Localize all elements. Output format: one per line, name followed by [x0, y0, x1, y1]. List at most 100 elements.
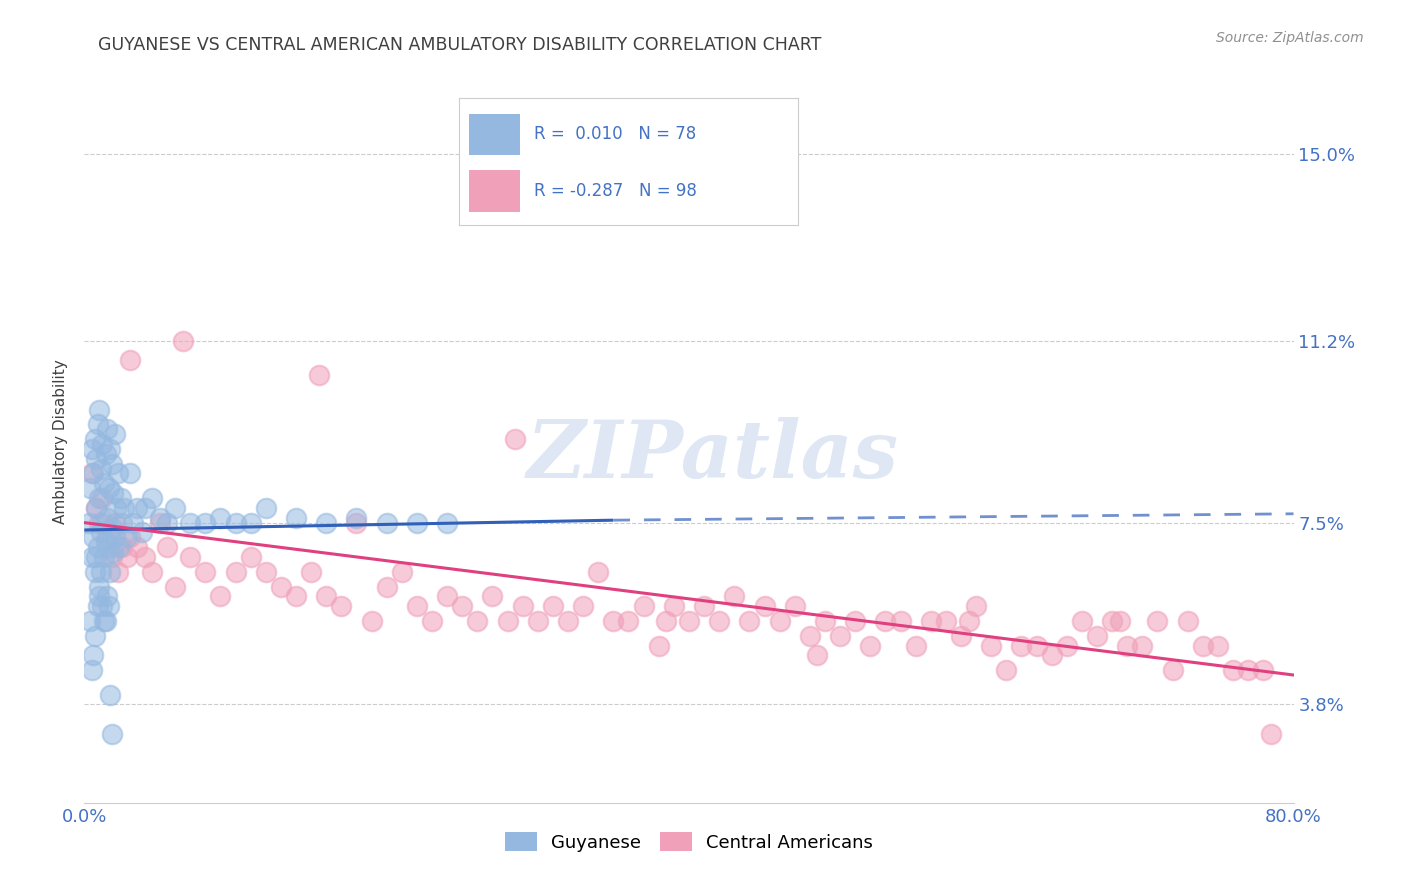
Point [375, 516, 398, 530]
Point [141, 491, 163, 505]
Point [98, 442, 121, 456]
Point [134, 500, 156, 515]
Point [617, 614, 640, 628]
Text: Source: ZipAtlas.com: Source: ZipAtlas.com [1216, 31, 1364, 45]
Point [118, 353, 141, 368]
Point [149, 510, 172, 524]
Y-axis label: Ambulatory Disability: Ambulatory Disability [53, 359, 69, 524]
Text: ZIPatlas: ZIPatlas [527, 417, 900, 495]
Point [98, 688, 121, 702]
Point [254, 565, 277, 579]
Point [875, 614, 897, 628]
Point [91, 599, 114, 614]
Point [89, 580, 111, 594]
Point [1192, 639, 1215, 653]
Point [239, 549, 262, 564]
Point [436, 516, 458, 530]
Point [285, 510, 308, 524]
Point [1056, 639, 1078, 653]
Point [91, 516, 114, 530]
Point [557, 614, 579, 628]
Point [84, 629, 107, 643]
Point [118, 467, 141, 481]
Point [225, 565, 247, 579]
Point [172, 334, 194, 348]
Point [97, 481, 120, 495]
Point [100, 520, 122, 534]
Point [254, 500, 277, 515]
Point [209, 510, 232, 524]
Point [110, 491, 132, 505]
Point [1101, 614, 1123, 628]
Point [93, 476, 115, 491]
Point [769, 614, 792, 628]
Point [806, 648, 828, 663]
Point [100, 457, 122, 471]
Point [94, 614, 117, 628]
Point [93, 614, 115, 628]
Point [104, 516, 127, 530]
Point [156, 540, 179, 554]
Point [112, 500, 135, 515]
Point [96, 422, 118, 436]
Point [308, 368, 330, 383]
Point [82, 530, 104, 544]
Point [89, 516, 111, 530]
Point [572, 599, 595, 614]
Point [346, 516, 368, 530]
Point [799, 629, 821, 643]
Point [86, 549, 108, 564]
Point [1177, 614, 1199, 628]
Point [980, 639, 1002, 653]
Point [80, 663, 103, 677]
Point [127, 540, 149, 554]
Point [723, 590, 745, 604]
Point [141, 565, 163, 579]
Point [648, 639, 671, 653]
Point [406, 516, 429, 530]
Point [107, 467, 129, 481]
Point [108, 540, 131, 554]
Point [588, 565, 610, 579]
Point [194, 565, 217, 579]
Point [957, 614, 980, 628]
Text: GUYANESE VS CENTRAL AMERICAN AMBULATORY DISABILITY CORRELATION CHART: GUYANESE VS CENTRAL AMERICAN AMBULATORY … [98, 36, 821, 54]
Point [86, 451, 108, 466]
Point [90, 565, 112, 579]
Point [1237, 663, 1260, 677]
Point [82, 648, 104, 663]
Point [149, 516, 172, 530]
Point [121, 516, 143, 530]
Point [451, 599, 474, 614]
Point [1206, 639, 1229, 653]
Point [1146, 614, 1168, 628]
Point [225, 516, 247, 530]
Point [96, 530, 118, 544]
Point [79, 481, 101, 495]
Point [93, 549, 115, 564]
Point [830, 629, 852, 643]
Point [1071, 614, 1094, 628]
Point [1025, 639, 1047, 653]
Point [118, 530, 141, 544]
Point [86, 500, 108, 515]
Point [965, 599, 987, 614]
Point [315, 590, 337, 604]
Point [1116, 639, 1139, 653]
Point [90, 525, 112, 540]
Point [89, 590, 111, 604]
Point [1132, 639, 1154, 653]
Point [127, 500, 149, 515]
Point [391, 565, 413, 579]
Point [678, 614, 700, 628]
Point [1253, 663, 1275, 677]
Point [115, 530, 138, 544]
Point [105, 500, 128, 515]
Point [904, 639, 927, 653]
Point [512, 599, 534, 614]
Point [80, 467, 103, 481]
Point [481, 590, 503, 604]
Point [844, 614, 866, 628]
Point [131, 525, 153, 540]
Point [330, 599, 353, 614]
